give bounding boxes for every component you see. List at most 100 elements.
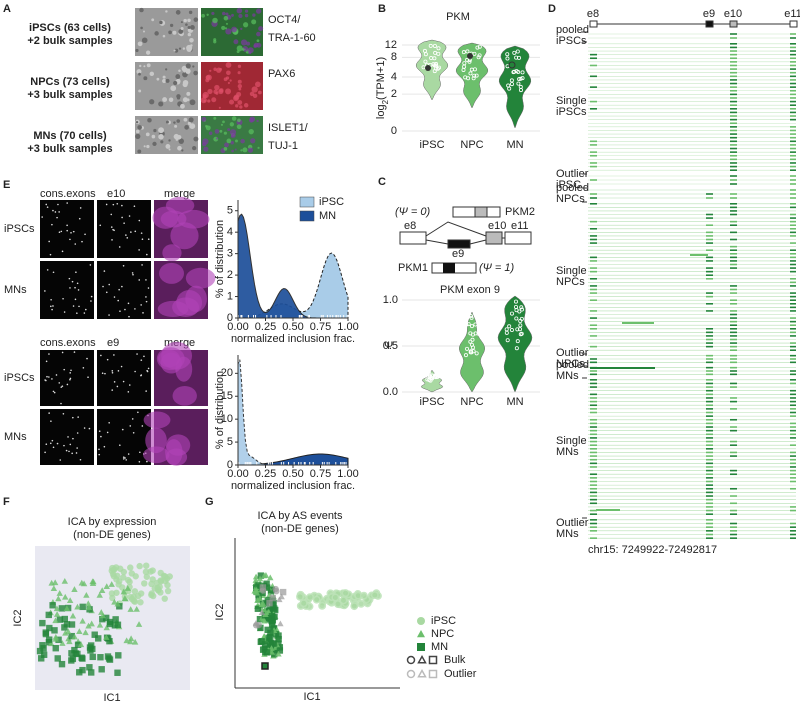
- image-texture: [221, 11, 226, 16]
- psi-label: (Ψ = 1): [479, 262, 514, 274]
- scatter-marker: [262, 599, 270, 607]
- image-texture: [145, 132, 150, 137]
- scatter-marker: [257, 624, 264, 632]
- spot: [49, 442, 52, 445]
- image-texture: [159, 20, 163, 25]
- image-texture: [208, 131, 213, 136]
- image-texture: [182, 47, 186, 50]
- spot: [44, 290, 46, 292]
- scatter-marker: [262, 611, 269, 618]
- y-label-part: 2: [381, 99, 390, 104]
- image-texture: [190, 25, 195, 30]
- image-texture: [231, 26, 237, 33]
- image-texture: [236, 45, 243, 52]
- spot: [61, 351, 64, 354]
- spot: [72, 305, 75, 307]
- violin-point: [520, 76, 525, 81]
- scatter-marker: [406, 655, 416, 665]
- scatter-marker: [270, 599, 277, 607]
- spot: [138, 460, 141, 463]
- image-texture: [176, 119, 181, 123]
- scatter-marker: [257, 572, 265, 579]
- exon-box: [589, 20, 598, 28]
- spot: [100, 354, 102, 357]
- spot: [71, 452, 73, 455]
- image-texture: [182, 81, 188, 88]
- image-texture: [178, 69, 181, 73]
- image-texture: [236, 7, 243, 14]
- spot: [138, 249, 140, 251]
- image-texture: [141, 37, 148, 44]
- spot: [104, 372, 106, 375]
- x-tick-label: 0.25: [255, 468, 276, 480]
- violin-point: [436, 46, 441, 51]
- spot: [69, 287, 71, 289]
- violin-point: [435, 370, 440, 375]
- spot: [58, 231, 61, 234]
- spot: [145, 296, 147, 298]
- violin-point: [468, 71, 473, 76]
- exon-box: [729, 20, 738, 28]
- scatter-marker: [52, 644, 59, 652]
- image-texture: [225, 28, 232, 35]
- marker-label: TRA-1-60: [268, 32, 316, 44]
- spot: [63, 311, 66, 313]
- row-label: iPSCs: [4, 372, 35, 384]
- image-texture: [146, 144, 150, 149]
- spot: [141, 238, 144, 241]
- scatter-marker: [98, 587, 106, 593]
- image-texture: [187, 26, 191, 29]
- scatter-marker: [125, 576, 132, 584]
- image-texture: [168, 30, 172, 35]
- spot: [147, 287, 150, 289]
- scatter-marker: [97, 654, 104, 661]
- image-texture: [238, 87, 242, 91]
- spot: [140, 304, 142, 306]
- image-texture: [207, 88, 213, 95]
- scatter-marker: [108, 581, 115, 587]
- scatter-marker: [428, 655, 438, 665]
- scatter-marker: [417, 630, 425, 638]
- image-texture: [216, 67, 222, 73]
- image-texture: [229, 99, 235, 105]
- scatter-marker: [68, 650, 75, 657]
- y-tick-label: 2: [391, 88, 397, 100]
- violin-point: [464, 322, 469, 327]
- row-name: iPSCs (63 cells): [29, 22, 111, 34]
- legend-swatch: [299, 196, 315, 208]
- spot: [139, 451, 141, 454]
- spot: [66, 229, 68, 232]
- image-texture: [238, 13, 243, 19]
- image-texture: [184, 125, 189, 130]
- scatter-marker: [131, 588, 139, 595]
- image-texture: [149, 71, 155, 77]
- scatter-marker: [63, 621, 71, 628]
- violin-point: [518, 76, 523, 81]
- spot: [116, 203, 119, 205]
- panel-label: D: [548, 3, 556, 15]
- scatter-marker: [255, 582, 262, 589]
- y-tick-label: 0: [227, 312, 233, 324]
- scatter-marker: [38, 655, 45, 662]
- violin-point: [468, 339, 473, 344]
- violin-point: [513, 304, 518, 309]
- scatter-marker: [77, 641, 85, 648]
- scatter-marker: [269, 640, 276, 647]
- image-texture: [256, 119, 259, 123]
- spot: [56, 442, 59, 445]
- spot: [68, 450, 70, 453]
- spot: [124, 308, 126, 311]
- scatter-marker: [115, 581, 122, 588]
- spot: [77, 289, 80, 291]
- violin-point: [519, 316, 524, 321]
- image-texture: [135, 48, 139, 53]
- violin-point: [463, 353, 468, 358]
- y-tick-label: 2: [227, 269, 233, 281]
- spot: [146, 253, 148, 256]
- image-texture: [254, 81, 261, 88]
- scatter-marker: [149, 592, 157, 600]
- group-label: MNs: [556, 528, 579, 540]
- image-texture: [237, 118, 241, 123]
- scatter-marker: [143, 573, 151, 580]
- scatter-marker: [265, 614, 272, 622]
